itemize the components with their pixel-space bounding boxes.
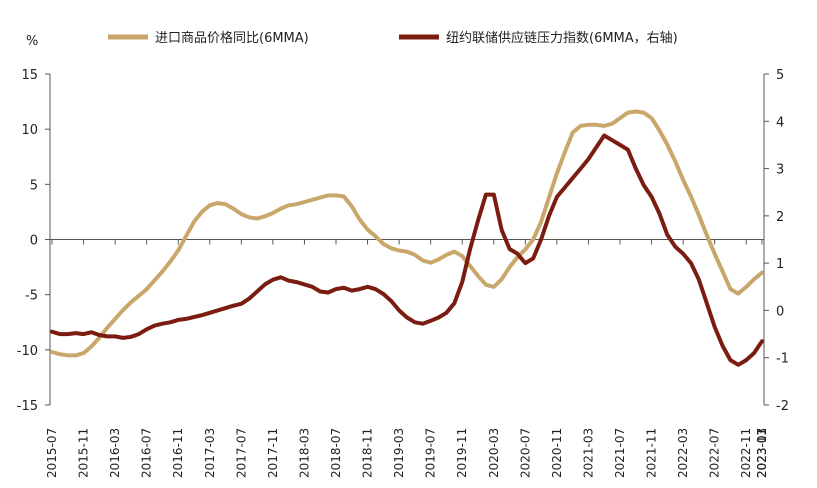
left-tick-label: -5 <box>25 289 38 304</box>
left-tick-label: -15 <box>17 399 38 414</box>
x-tick-label: 2020-07 <box>518 428 532 478</box>
x-tick-label: 2017-11 <box>266 428 280 478</box>
x-tick-label: 2021-07 <box>613 428 627 478</box>
right-tick-label: -1 <box>776 352 789 367</box>
x-tick-label: 2017-03 <box>203 428 217 478</box>
left-axis-unit: % <box>26 34 38 49</box>
left-tick-label: 5 <box>30 178 38 193</box>
right-tick-label: 4 <box>776 115 784 130</box>
series-line-supply-chain <box>50 133 764 367</box>
x-tick-label: 2015-07 <box>45 428 59 478</box>
left-tick-label: 10 <box>21 123 38 138</box>
legend-label-supply-chain: 纽约联储供应链压力指数(6MMA，右轴) <box>446 30 678 46</box>
x-tick-label: 2016-03 <box>108 428 122 478</box>
x-tick-label: 2018-03 <box>297 428 311 478</box>
x-tick-label: 2023-07 <box>755 428 769 478</box>
x-tick-label: 2022-03 <box>676 428 690 478</box>
left-tick-label: 0 <box>30 234 38 249</box>
right-tick-label: 3 <box>776 163 784 178</box>
legend: 进口商品价格同比(6MMA) 纽约联储供应链压力指数(6MMA，右轴) <box>108 30 678 46</box>
x-tick-label: 2019-11 <box>455 428 469 478</box>
x-tick-label: 2020-11 <box>550 428 564 478</box>
x-tick-label: 2019-03 <box>392 428 406 478</box>
x-tick-label: 2019-07 <box>424 428 438 478</box>
series-line-import-price <box>50 109 764 358</box>
x-tick-label: 2021-03 <box>581 428 595 478</box>
right-tick-label: 1 <box>776 257 784 272</box>
x-tick-label: 2016-11 <box>171 428 185 478</box>
right-tick-label: 0 <box>776 304 784 319</box>
x-tick-label: 2017-07 <box>234 428 248 478</box>
series-layer <box>50 109 764 367</box>
right-tick-label: -2 <box>776 399 789 414</box>
legend-label-import-price: 进口商品价格同比(6MMA) <box>155 30 309 46</box>
x-tick-label: 2018-07 <box>329 428 343 478</box>
x-tick-label: 2023-11 <box>755 428 769 478</box>
x-tick-label: 2022-11 <box>739 428 753 478</box>
left-tick-label: -10 <box>17 344 38 359</box>
right-tick-label: 5 <box>776 68 784 83</box>
x-tick-label: 2023-03 <box>755 428 769 478</box>
x-tick-label: 2022-07 <box>708 428 722 478</box>
x-tick-label: 2020-03 <box>487 428 501 478</box>
left-tick-label: 15 <box>21 68 38 83</box>
right-tick-label: 2 <box>776 210 784 225</box>
x-tick-label: 2021-11 <box>645 428 659 478</box>
x-tick-label: 2015-11 <box>77 428 91 478</box>
x-tick-label: 2016-07 <box>140 428 154 478</box>
x-tick-label: 2018-11 <box>361 428 375 478</box>
